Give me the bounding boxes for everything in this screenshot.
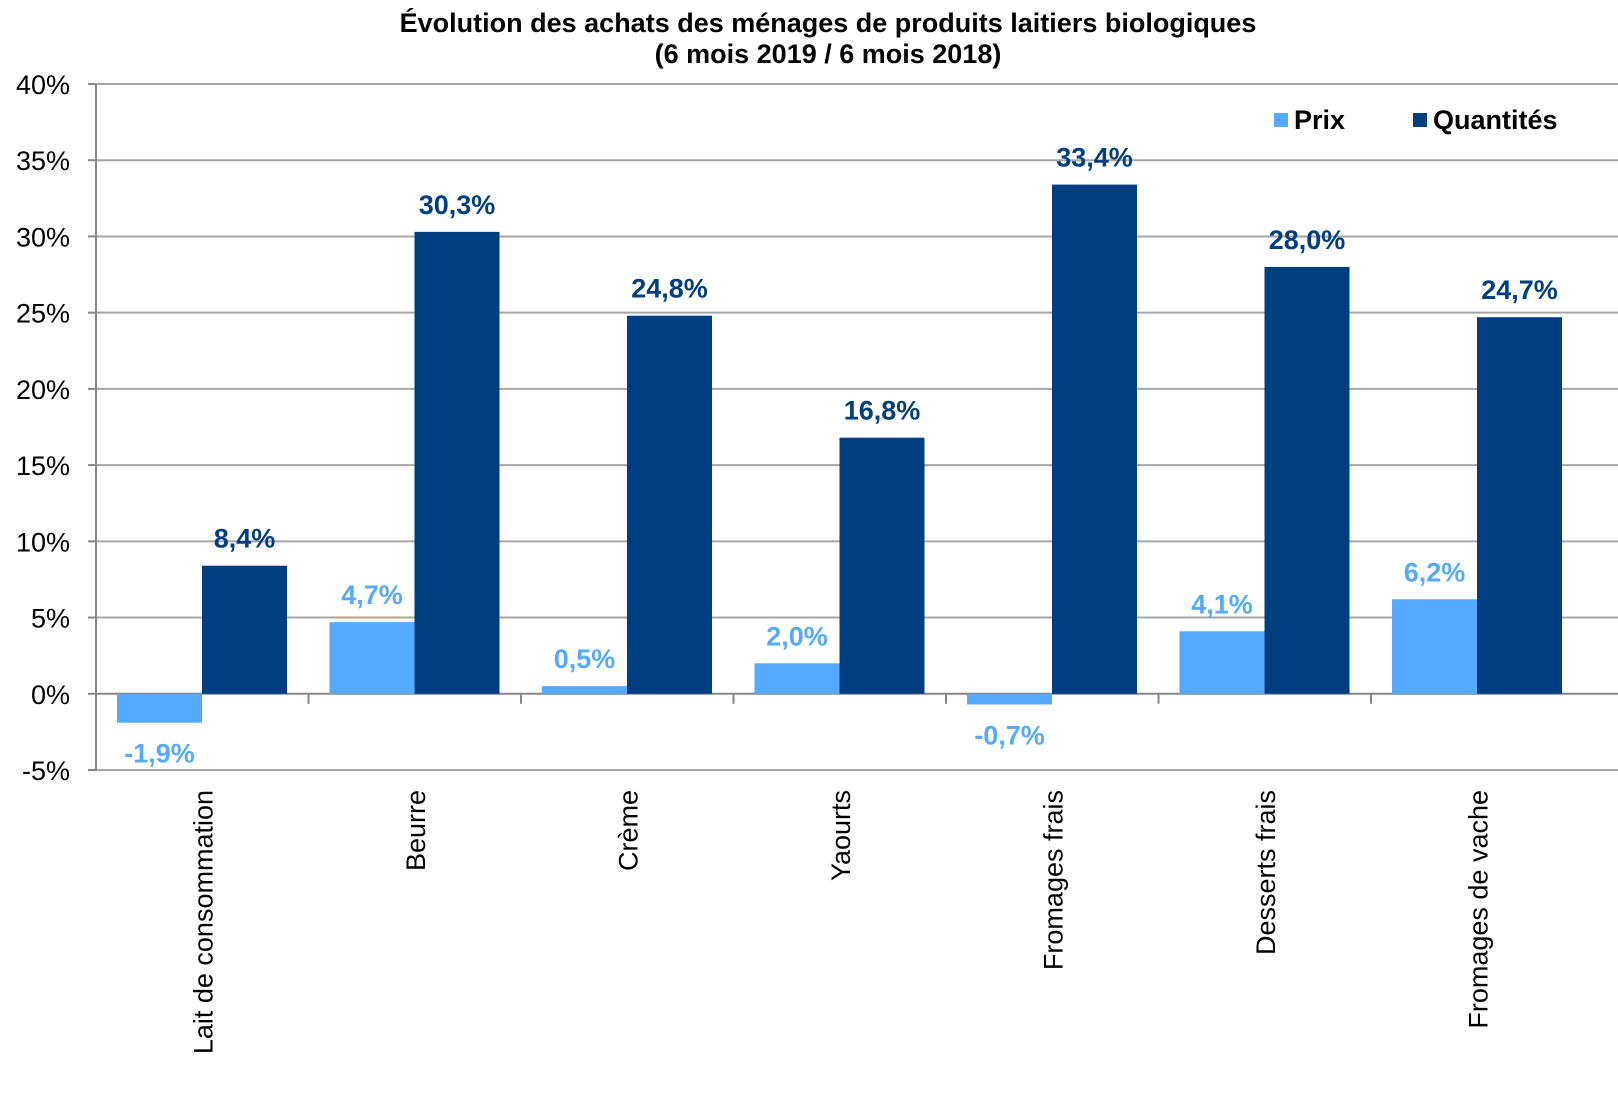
y-tick-label: 25% bbox=[16, 299, 70, 329]
data-label: 16,8% bbox=[844, 396, 921, 426]
bar-quantit-s-5 bbox=[1265, 267, 1350, 694]
legend: Prix Quantités bbox=[1274, 105, 1558, 135]
data-label: 2,0% bbox=[766, 621, 828, 651]
bar-quantit-s-2 bbox=[627, 316, 712, 694]
data-label: 4,7% bbox=[341, 580, 403, 610]
bar-prix-2 bbox=[542, 686, 627, 694]
x-category-label: Desserts frais bbox=[1251, 790, 1281, 955]
y-tick-label: 20% bbox=[16, 375, 70, 405]
y-tick-label: 35% bbox=[16, 146, 70, 176]
bar-prix-1 bbox=[330, 622, 415, 694]
data-label: 24,8% bbox=[631, 274, 708, 304]
bar-prix-5 bbox=[1180, 631, 1265, 694]
bar-prix-4 bbox=[967, 694, 1052, 705]
data-label: -0,7% bbox=[974, 720, 1045, 750]
bar-quantit-s-0 bbox=[202, 566, 287, 694]
data-label: 8,4% bbox=[214, 524, 276, 554]
data-label: 0,5% bbox=[554, 644, 616, 674]
bar-prix-0 bbox=[117, 694, 202, 723]
y-tick-label: 10% bbox=[16, 527, 70, 557]
x-category-label: Fromages de vache bbox=[1463, 790, 1493, 1029]
x-category-label: Fromages frais bbox=[1038, 790, 1068, 970]
y-tick-label: -5% bbox=[22, 756, 70, 786]
bar-quantit-s-6 bbox=[1477, 317, 1562, 694]
legend-swatch bbox=[1413, 113, 1427, 127]
data-label: 28,0% bbox=[1269, 225, 1346, 255]
data-label: -1,9% bbox=[124, 739, 195, 769]
x-category-label: Yaourts bbox=[826, 790, 856, 881]
data-label: 24,7% bbox=[1481, 275, 1558, 305]
y-tick-label: 30% bbox=[16, 222, 70, 252]
data-label: 30,3% bbox=[419, 190, 496, 220]
data-label: 6,2% bbox=[1404, 557, 1466, 587]
bar-quantit-s-1 bbox=[415, 232, 500, 694]
bar-quantit-s-4 bbox=[1052, 185, 1137, 694]
bar-prix-6 bbox=[1392, 599, 1477, 694]
legend-label: Prix bbox=[1294, 105, 1345, 135]
legend-label: Quantités bbox=[1433, 105, 1558, 135]
x-category-label: Beurre bbox=[401, 790, 431, 871]
y-tick-label: 5% bbox=[31, 604, 70, 634]
y-tick-label: 0% bbox=[31, 680, 70, 710]
data-label: 33,4% bbox=[1056, 143, 1133, 173]
x-category-label: Crème bbox=[613, 790, 643, 871]
x-category-label: Lait de consommation bbox=[188, 790, 218, 1054]
y-tick-label: 40% bbox=[16, 70, 70, 100]
bar-prix-3 bbox=[755, 663, 840, 693]
bars bbox=[117, 185, 1562, 723]
axes: 40% 35% 30% 25% 20% 15% 10% 5% 0% -5% Lait de cons… bbox=[16, 70, 1618, 1054]
bar-quantit-s-3 bbox=[840, 438, 925, 694]
y-tick-label: 15% bbox=[16, 451, 70, 481]
data-label: 4,1% bbox=[1191, 589, 1253, 619]
legend-swatch bbox=[1274, 113, 1288, 127]
